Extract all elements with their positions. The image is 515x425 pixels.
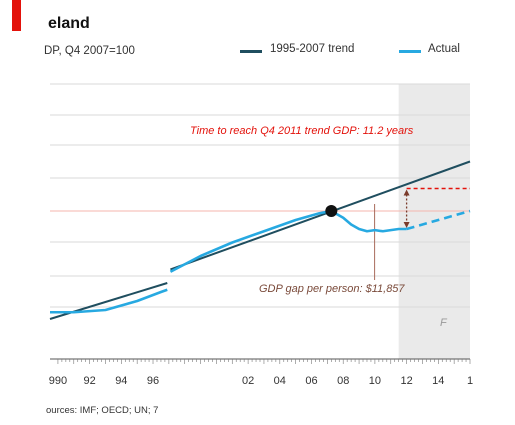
- legend-swatch-actual: [399, 50, 421, 53]
- x-tick-label: 04: [274, 375, 286, 387]
- series-layer: [49, 160, 471, 320]
- x-tick-label: 12: [400, 375, 412, 387]
- x-tick-label: 96: [147, 375, 159, 387]
- x-tick-label: 14: [432, 375, 444, 387]
- series-line-trend-late: [170, 160, 471, 271]
- x-tick-label: 10: [369, 375, 381, 387]
- gap-arrow-head-bottom: [403, 222, 410, 228]
- peak-marker: [325, 205, 338, 217]
- legend-label-actual: Actual: [428, 43, 460, 55]
- x-tick-label: 08: [337, 375, 349, 387]
- x-tick-label: 06: [305, 375, 317, 387]
- gap-arrow-head-top: [403, 189, 410, 196]
- forecast-label: F: [440, 317, 448, 329]
- legend-label-trend: 1995-2007 trend: [270, 43, 355, 55]
- x-tick-label: 94: [115, 375, 127, 387]
- series-line-forecast: [406, 209, 471, 231]
- series-line-actual-late: [169, 209, 407, 273]
- x-tick-label: 1: [467, 375, 473, 387]
- annotation-gdp-gap: GDP gap per person: $11,857: [259, 283, 405, 295]
- x-tick-label: 990: [49, 375, 67, 387]
- annotation-time-to-trend: Time to reach Q4 2011 trend GDP: 11.2 ye…: [190, 125, 414, 137]
- legend-swatch-trend: [240, 50, 262, 53]
- source-note: ources: IMF; OECD; UN; 7: [46, 405, 159, 416]
- x-tick-label: 02: [242, 375, 254, 387]
- brand-red-bar: [12, 0, 21, 31]
- series-line-trend-early: [49, 282, 168, 320]
- x-ticks: 990 92 94 96 02 04 06 08 10 12 14 1: [49, 359, 473, 387]
- chart-title: eland: [48, 15, 90, 32]
- x-tick-label: 92: [83, 375, 95, 387]
- series-line-actual-early: [50, 288, 168, 314]
- chart-subtitle: DP, Q4 2007=100: [44, 45, 135, 57]
